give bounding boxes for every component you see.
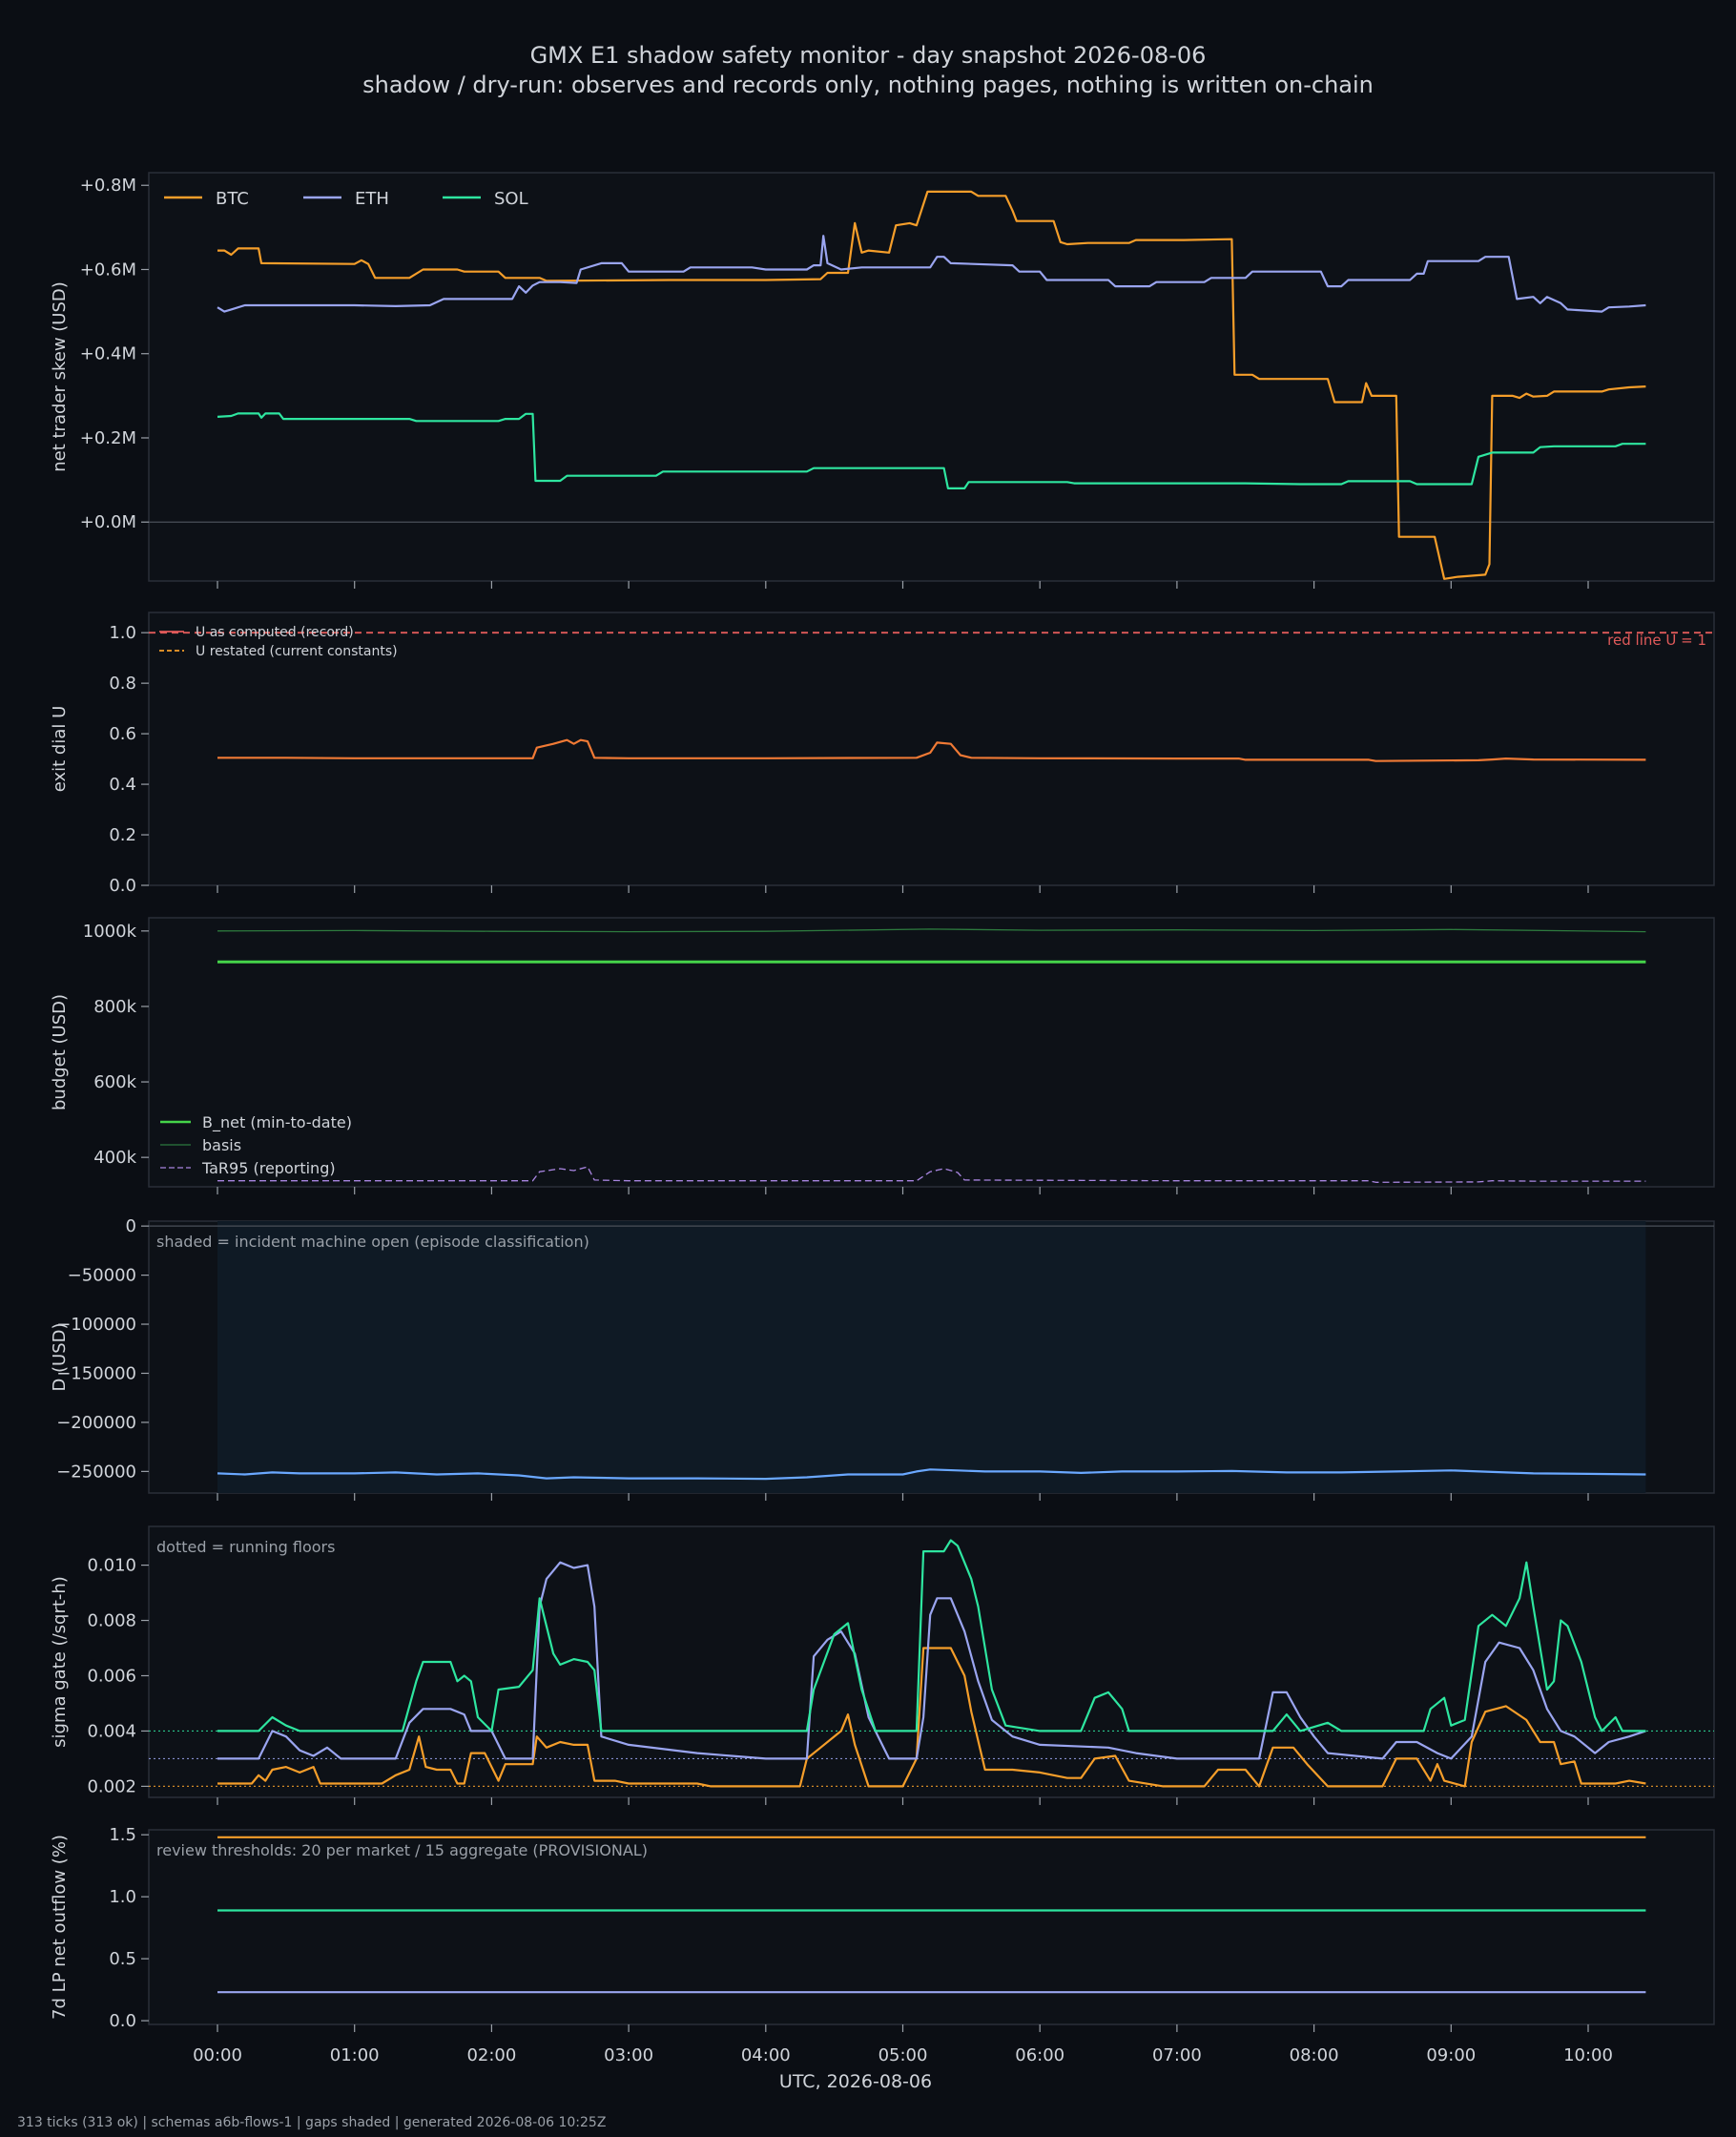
chart-subtitle: shadow / dry-run: observes and records o… xyxy=(362,72,1374,98)
y-tick-label: 0.0 xyxy=(109,876,136,896)
y-tick-label: 0.008 xyxy=(87,1611,136,1631)
y-tick-label: 0.4 xyxy=(109,775,136,795)
panel-exit: 0.0 0.2 0.4 0.6 0.8 1.0 exit dial U red line U … xyxy=(50,612,1715,896)
x-axis: 00:00 01:00 02:00 03:00 04:00 05:00 06:00 07:00… xyxy=(193,2045,1613,2065)
legend-label: ETH xyxy=(355,189,389,209)
red-line-label: red line U = 1 xyxy=(1607,632,1706,649)
y-tick-label: 0.010 xyxy=(87,1556,136,1576)
legend-label: U as computed (record) xyxy=(196,625,354,640)
y-tick-label: 0.2 xyxy=(109,825,136,845)
x-tick-label: 07:00 xyxy=(1152,2045,1202,2065)
x-tick-label: 02:00 xyxy=(466,2045,516,2065)
x-tick-label: 05:00 xyxy=(878,2045,928,2065)
series-line-eth xyxy=(217,1561,1646,1760)
y-tick-label: +0.4M xyxy=(80,344,136,364)
y-tick-label: −250000 xyxy=(56,1462,136,1482)
y-axis-label: exit dial U xyxy=(50,706,70,793)
panel-frame xyxy=(148,612,1715,886)
x-tick-label: 04:00 xyxy=(741,2045,791,2065)
y-tick-label: 0.006 xyxy=(87,1666,136,1686)
legend-label: U restated (current constants) xyxy=(196,644,398,659)
y-tick-label: 0.0 xyxy=(109,2011,136,2031)
series-line-u xyxy=(217,738,1646,762)
panel-annotation: review thresholds: 20 per market / 15 ag… xyxy=(156,1841,648,1859)
series-line-btc xyxy=(217,190,1646,580)
legend-label: SOL xyxy=(494,189,528,209)
y-tick-label: +0.2M xyxy=(80,428,136,448)
panel-skew: +0.0M +0.2M +0.4M +0.6M +0.8M net trader skew… xyxy=(50,172,1715,589)
panel-annotation: shaded = incident machine open (episode … xyxy=(156,1233,589,1251)
legend-label: B_net (min-to-date) xyxy=(202,1113,352,1132)
legend-label: BTC xyxy=(216,189,249,209)
y-axis-label: budget (USD) xyxy=(50,994,70,1110)
series-line-eth xyxy=(217,235,1646,313)
x-tick-label: 09:00 xyxy=(1426,2045,1476,2065)
y-tick-label: 1.0 xyxy=(109,623,136,643)
x-tick-label: 03:00 xyxy=(604,2045,653,2065)
chart-title: GMX E1 shadow safety monitor - day snaps… xyxy=(530,42,1207,69)
y-tick-label: +0.6M xyxy=(80,259,136,280)
y-tick-label: 800k xyxy=(93,997,136,1017)
y-tick-label: 0.002 xyxy=(87,1776,136,1796)
y-tick-label: 1000k xyxy=(83,922,137,942)
y-tick-label: 0.6 xyxy=(109,724,136,744)
panel-drawdown: 0 −50000 −100000 −150000 −200000 −250000 D (US… xyxy=(50,1216,1715,1501)
panel-budget: 400k 600k 800k 1000k budget (USD) B_net (min-… xyxy=(50,917,1715,1194)
y-tick-label: 1.5 xyxy=(109,1825,136,1845)
panel-frame xyxy=(148,1525,1715,1798)
y-tick-label: 400k xyxy=(93,1148,136,1168)
y-tick-label: −200000 xyxy=(56,1413,136,1433)
chart-panels: +0.0M +0.2M +0.4M +0.6M +0.8M net trader skew… xyxy=(50,172,1715,2032)
y-axis-label: sigma gate (/sqrt-h) xyxy=(50,1576,70,1748)
x-tick-label: 06:00 xyxy=(1015,2045,1064,2065)
series-line-sol xyxy=(217,1539,1646,1732)
y-tick-label: −100000 xyxy=(56,1315,136,1335)
x-tick-label: 01:00 xyxy=(330,2045,380,2065)
incident-shade xyxy=(217,1221,1646,1493)
y-tick-label: 600k xyxy=(93,1072,136,1092)
legend-label: basis xyxy=(202,1136,241,1154)
y-axis-label: D (USD) xyxy=(50,1322,70,1391)
panel-frame xyxy=(148,172,1715,582)
x-axis-label: UTC, 2026-08-06 xyxy=(779,2071,932,2092)
series-line-basis xyxy=(217,928,1646,933)
y-tick-label: −150000 xyxy=(56,1363,136,1383)
series-line-btc xyxy=(217,1647,1646,1788)
panel-sigma: 0.002 0.004 0.006 0.008 0.010 sigma gate (/sq… xyxy=(50,1525,1715,1805)
x-tick-label: 10:00 xyxy=(1563,2045,1613,2065)
y-tick-label: 0.8 xyxy=(109,674,136,694)
x-tick-label: 08:00 xyxy=(1290,2045,1339,2065)
y-axis-label: 7d LP net outflow (%) xyxy=(50,1835,70,2020)
y-axis-label: net trader skew (USD) xyxy=(50,281,70,472)
footer-text: 313 ticks (313 ok) | schemas a6b-flows-1… xyxy=(17,2115,606,2130)
legend-label: TaR95 (reporting) xyxy=(201,1159,336,1177)
y-tick-label: −50000 xyxy=(68,1266,136,1286)
y-tick-label: +0.0M xyxy=(80,512,136,532)
series-line-sol xyxy=(217,412,1646,489)
series-line-tar95-reporting- xyxy=(217,1166,1646,1183)
y-tick-label: 1.0 xyxy=(109,1887,136,1907)
y-tick-label: 0.004 xyxy=(87,1721,136,1741)
panel-annotation: dotted = running floors xyxy=(156,1538,335,1556)
series-line-d xyxy=(217,1468,1646,1481)
y-tick-label: 0.5 xyxy=(109,1949,136,1969)
y-tick-label: +0.8M xyxy=(80,176,136,196)
y-tick-label: 0 xyxy=(126,1216,136,1236)
x-tick-label: 00:00 xyxy=(193,2045,242,2065)
panel-outflow: 0.0 0.5 1.0 1.5 7d LP net outflow (%) review … xyxy=(50,1825,1715,2032)
panel-frame xyxy=(148,917,1715,1188)
